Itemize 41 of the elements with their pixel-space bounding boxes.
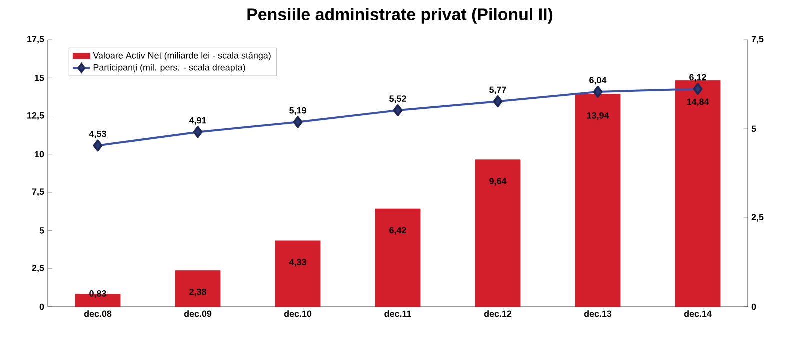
y-tick-label: 5 xyxy=(40,228,44,234)
bar xyxy=(175,270,221,308)
y-tick-label: 7,5 xyxy=(32,188,44,196)
data-label: 6,04 xyxy=(590,77,607,85)
data-label: 4,91 xyxy=(189,117,206,126)
data-label: 13,94 xyxy=(587,112,610,120)
data-label: 6,42 xyxy=(390,227,406,235)
data-label: 2,38 xyxy=(190,288,206,297)
data-label: 14,84 xyxy=(687,98,710,106)
y-tick-label: 12,5 xyxy=(28,112,44,120)
x-tick-label: dec.10 xyxy=(284,310,312,318)
y2-tick-label: 2,5 xyxy=(752,214,764,222)
data-label: 5,19 xyxy=(290,107,306,116)
bar xyxy=(675,80,721,308)
y2-tick-label: 7,5 xyxy=(752,36,764,44)
y-tick-label: 15 xyxy=(35,75,44,82)
x-tick-label: dec.13 xyxy=(584,310,612,318)
y2-tick-label: 0 xyxy=(752,304,756,310)
data-label: 5,52 xyxy=(390,96,406,104)
legend-label: Valoare Activ Net (miliarde lei - scala stânga) xyxy=(93,52,271,61)
bar xyxy=(275,240,321,308)
data-label: 9,64 xyxy=(490,178,507,186)
x-tick-label: dec.11 xyxy=(384,310,412,318)
data-label: 5,77 xyxy=(490,86,506,94)
x-tick-label: dec.08 xyxy=(84,310,112,318)
bar xyxy=(575,94,621,308)
x-tick-label: dec.09 xyxy=(184,310,212,318)
data-label: 4,53 xyxy=(89,130,106,139)
legend-label: Participanți (mil. pers. - scala dreapta) xyxy=(94,64,246,73)
data-label: 6,12 xyxy=(690,74,706,82)
x-tick-label: dec.14 xyxy=(684,310,712,318)
chart-title: Pensiile administrate privat (Pilonul II) xyxy=(248,8,553,24)
y-tick-label: 0 xyxy=(40,304,44,310)
y2-tick-label: 5 xyxy=(752,126,756,132)
y-tick-label: 2,5 xyxy=(32,265,44,273)
y-tick-label: 10 xyxy=(35,151,44,158)
data-label: 4,33 xyxy=(289,259,306,267)
y-tick-label: 17,5 xyxy=(28,36,44,44)
bar xyxy=(375,208,421,308)
bar xyxy=(475,160,521,308)
x-tick-label: dec.12 xyxy=(484,310,512,318)
